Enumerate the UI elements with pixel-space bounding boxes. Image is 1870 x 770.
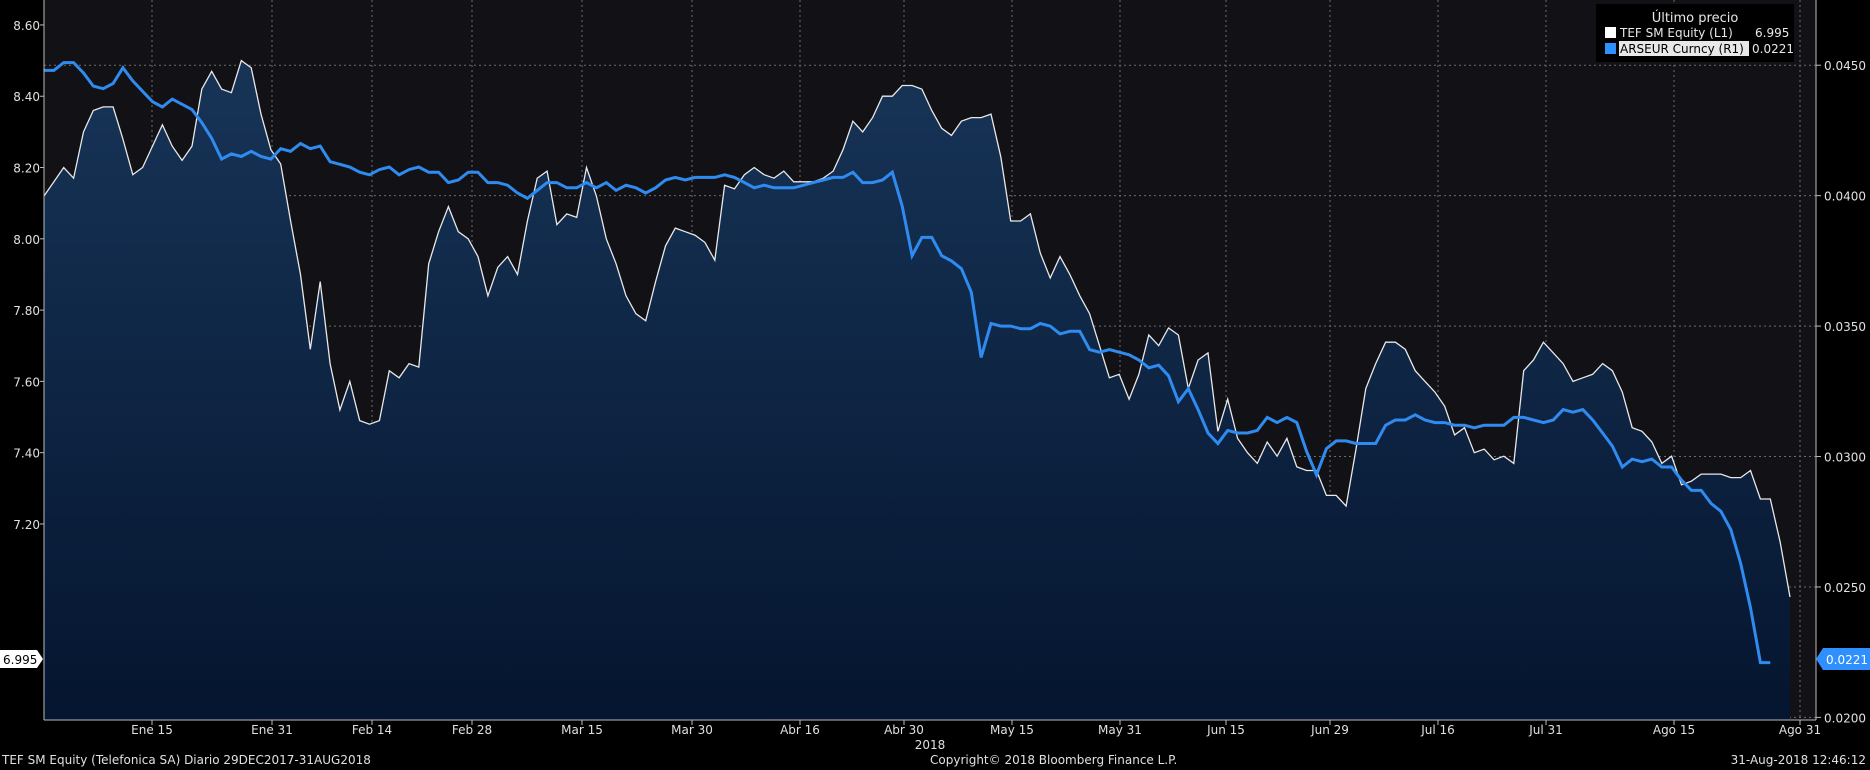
- legend-swatch-ars: [1605, 43, 1616, 54]
- x-tick-label-2: Feb 14: [352, 723, 392, 737]
- x-tick-label-11: Jun 29: [1310, 723, 1349, 737]
- x-tick-label-5: Mar 30: [671, 723, 713, 737]
- x-tick-label-1: Ene 31: [251, 723, 293, 737]
- left-tick-label-1: 7.40: [13, 447, 40, 461]
- left-tick-label-2: 7.60: [13, 375, 40, 389]
- year-label: 2018: [915, 738, 946, 752]
- axes: [43, 0, 1817, 721]
- x-tick-label-7: Abr 30: [884, 723, 924, 737]
- ars-series-line: [44, 61, 1771, 665]
- right-tick-label-0: 0.0200: [1824, 711, 1866, 725]
- x-tick-label-8: May 15: [990, 723, 1034, 737]
- footer-security-info: TEF SM Equity (Telefonica SA) Diario 29D…: [2, 753, 371, 767]
- x-tick-label-0: Ene 15: [131, 723, 173, 737]
- left-value-tag-text: 6.995: [3, 653, 37, 667]
- right-tick-label-1: 0.0250: [1824, 581, 1866, 595]
- legend-value-ars: 0.0221: [1752, 42, 1794, 56]
- left-tick-label-6: 8.40: [13, 90, 40, 104]
- price-chart: Ene 15 Ene 31 Feb 14 Feb 28 Mar 15 Mar 30 Abr …: [0, 0, 1870, 752]
- right-tick-label-5: 0.0450: [1824, 59, 1866, 73]
- left-tick-label-4: 8.00: [13, 233, 40, 247]
- left-tick-label-5: 8.20: [13, 162, 40, 176]
- tef-series-line: [43, 59, 1791, 598]
- x-tick-label-14: Ago 15: [1653, 723, 1695, 737]
- x-tick-label-4: Mar 15: [561, 723, 603, 737]
- legend-value-tef: 6.995: [1755, 26, 1789, 40]
- footer-copyright: Copyright© 2018 Bloomberg Finance L.P.: [930, 753, 1178, 767]
- x-tick-label-13: Jul 31: [1528, 723, 1563, 737]
- footer-timestamp: 31-Aug-2018 12:46:12: [1730, 753, 1866, 767]
- legend-entry-tef: TEF SM Equity (L1): [1619, 26, 1733, 40]
- left-tick-label-0: 7.20: [13, 518, 40, 532]
- right-axis-labels: 0.0200 0.0250 0.0300 0.0350 0.0400 0.0450: [1816, 59, 1866, 725]
- right-value-tag: 0.0221: [1816, 648, 1870, 670]
- left-tick-label-3: 7.80: [13, 304, 40, 318]
- legend-entry-ars: ARSEUR Curncy (R1): [1620, 42, 1744, 56]
- x-tick-label-6: Abr 16: [780, 723, 820, 737]
- left-axis-labels: 7.20 7.40 7.60 7.80 8.00 8.20 8.40 8.60: [13, 19, 44, 532]
- right-tick-label-2: 0.0300: [1824, 451, 1866, 465]
- left-value-tag: 6.995: [0, 650, 43, 668]
- legend: Último precio TEF SM Equity (L1) 6.995 A…: [1596, 4, 1794, 62]
- right-tick-label-4: 0.0400: [1824, 190, 1866, 204]
- legend-title: Último precio: [1652, 10, 1739, 26]
- x-tick-label-12: Jul 16: [1420, 723, 1455, 737]
- left-tick-label-7: 8.60: [13, 19, 40, 33]
- x-tick-label-15: Ago 31: [1779, 723, 1821, 737]
- right-value-tag-text: 0.0221: [1826, 653, 1868, 667]
- x-tick-label-10: Jun 15: [1206, 723, 1245, 737]
- x-tick-label-9: May 31: [1098, 723, 1142, 737]
- legend-swatch-tef: [1605, 27, 1616, 38]
- x-tick-label-3: Feb 28: [452, 723, 492, 737]
- right-tick-label-3: 0.0350: [1824, 320, 1866, 334]
- x-axis-labels: Ene 15 Ene 31 Feb 14 Feb 28 Mar 15 Mar 30 Abr …: [131, 720, 1821, 737]
- tef-area-fill: [44, 60, 1790, 721]
